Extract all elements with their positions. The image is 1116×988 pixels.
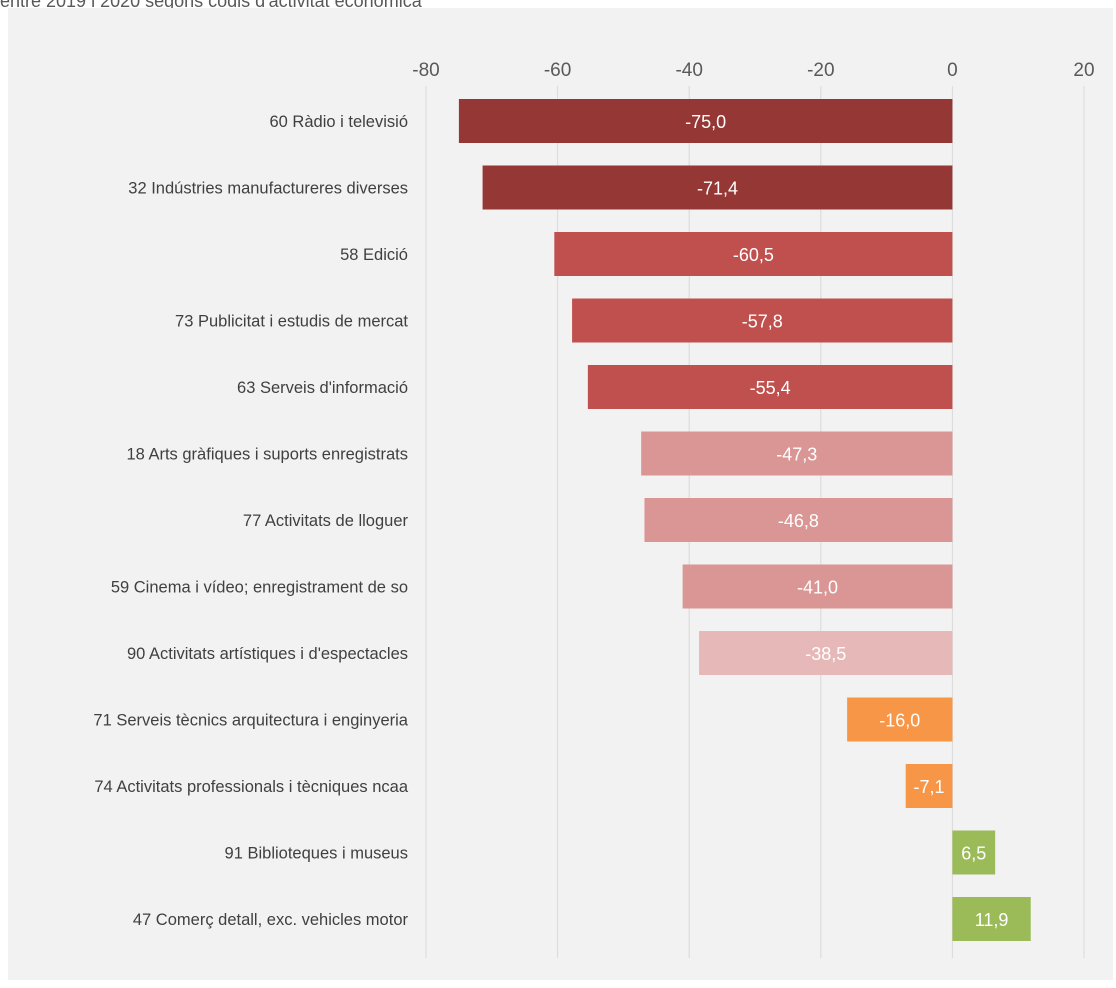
data-label: -55,4 [750,378,791,398]
data-label: -7,1 [914,777,945,797]
category-label: 59 Cinema i vídeo; enregistrament de so [111,579,408,597]
data-label: -41,0 [797,578,838,598]
x-tick-label: -20 [807,60,834,81]
category-label: 47 Comerç detall, exc. vehicles motor [133,911,409,929]
bar [458,99,953,143]
data-label: -75,0 [685,112,726,132]
category-label: 18 Arts gràfiques i suports enregistrats [126,446,408,464]
x-tick-label: 20 [1073,60,1094,81]
data-label: -16,0 [879,711,920,731]
data-label: -71,4 [697,179,738,199]
chart-subtitle: entre 2019 i 2020 segons codis d'activit… [0,0,422,11]
category-label: 90 Activitats artístiques i d'espectacle… [127,645,408,663]
category-label: 73 Publicitat i estudis de mercat [175,313,408,331]
bar [847,697,953,742]
data-label: -38,5 [805,644,846,664]
bar [644,498,953,542]
x-tick-label: 0 [947,60,958,81]
category-label: 63 Serveis d'informació [237,379,408,397]
category-label: 32 Indústries manufactureres diverses [128,180,408,198]
data-label: -46,8 [778,511,819,531]
bar [572,298,953,343]
category-label: 60 Ràdio i televisió [270,113,409,131]
data-label: -60,5 [733,245,774,265]
category-label: 71 Serveis tècnics arquitectura i enginy… [93,712,408,730]
bar [699,631,953,675]
data-label: 6,5 [961,844,986,864]
category-label: 77 Activitats de lloguer [243,512,409,530]
x-tick-label: -80 [412,60,439,81]
bar [952,830,996,875]
category-label: 91 Biblioteques i museus [225,845,408,863]
bar [587,365,953,409]
bar [905,764,953,808]
bar [952,897,1031,941]
x-tick-label: -40 [675,60,702,81]
bar [554,232,953,276]
bar [482,165,953,210]
bar [682,564,953,609]
category-label: 74 Activitats professionals i tècniques … [94,778,409,796]
data-label: -47,3 [776,445,817,465]
data-label: 11,9 [975,910,1009,930]
category-label: 58 Edició [340,246,408,264]
data-label: -57,8 [742,312,783,332]
x-tick-label: -60 [544,60,571,81]
bar [641,431,953,476]
